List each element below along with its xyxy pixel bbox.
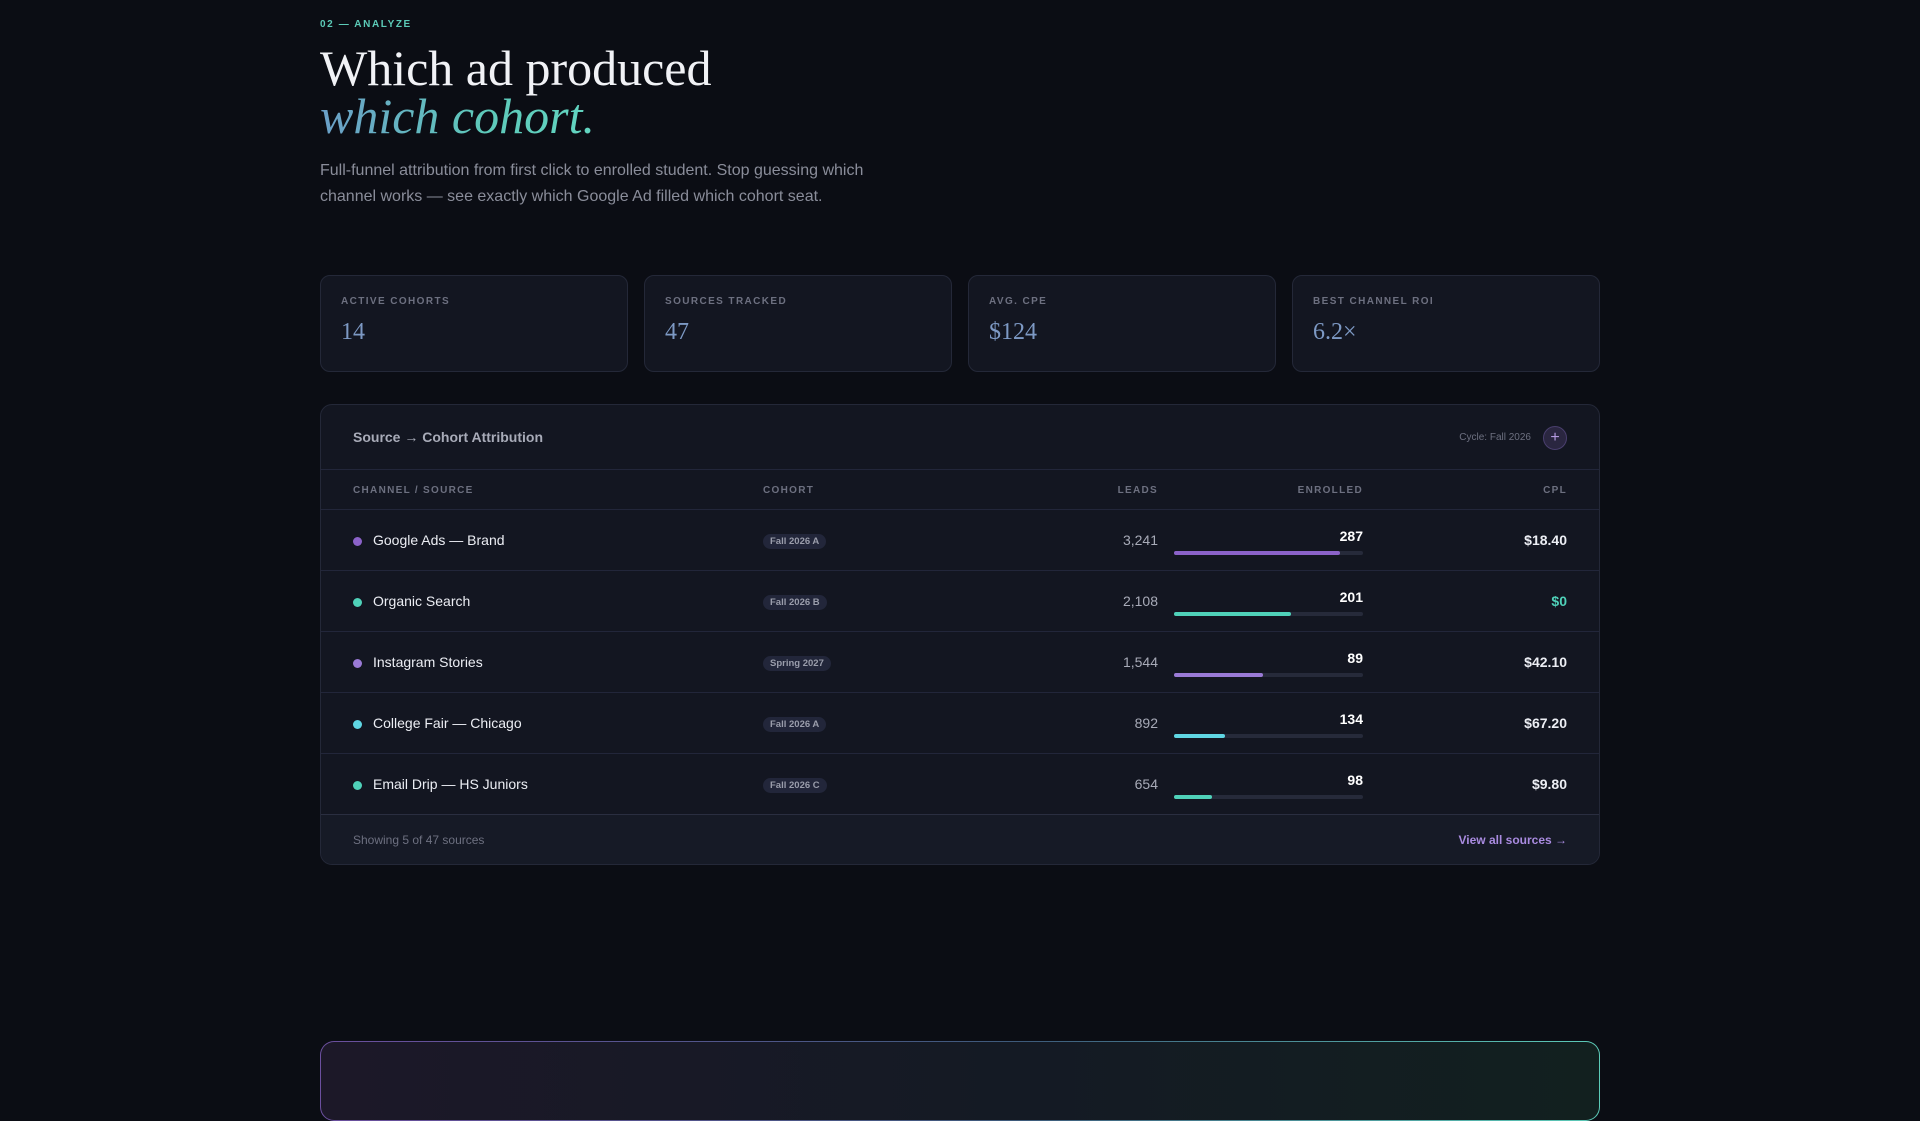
leads-value: 2,108 xyxy=(1122,593,1158,609)
view-all-sources-link[interactable]: View all sources → xyxy=(1458,833,1568,847)
column-header-cpl[interactable]: CPL xyxy=(1543,485,1567,496)
leads-value: 892 xyxy=(1134,715,1158,731)
enrolled-value: 287 xyxy=(1339,528,1363,544)
panel-footer: Showing 5 of 47 sources View all sources… xyxy=(321,815,1599,864)
cohort-badge: Spring 2027 xyxy=(763,656,831,671)
table-body: Google Ads — Brand Fall 2026 A 3,241 287 $18… xyxy=(321,510,1599,815)
enrolled-bar-track xyxy=(1174,795,1363,799)
enrolled-value: 201 xyxy=(1339,589,1363,605)
stat-card-best-roi: BEST CHANNEL ROI 6.2× xyxy=(1292,275,1600,372)
enrolled-bar-fill xyxy=(1174,551,1341,555)
leads-value: 3,241 xyxy=(1122,532,1158,548)
table-row[interactable]: Instagram Stories Spring 2027 1,544 89 $42.1… xyxy=(321,632,1599,693)
stat-value: 6.2× xyxy=(1313,319,1357,345)
column-header-cohort[interactable]: COHORT xyxy=(763,485,815,496)
panel-header: Source → Cohort Attribution Cycle: Fall … xyxy=(321,405,1599,470)
stat-card-sources-tracked: SOURCES TRACKED 47 xyxy=(644,275,952,372)
source-name: Email Drip — HS Juniors xyxy=(373,776,528,792)
section-title-accent: which cohort. xyxy=(320,88,595,144)
cohort-badge: Fall 2026 A xyxy=(763,534,827,549)
channel-dot-icon xyxy=(353,537,362,546)
stat-value: $124 xyxy=(989,319,1037,345)
stat-label: BEST CHANNEL ROI xyxy=(1313,296,1435,307)
panel-title: Source → Cohort Attribution xyxy=(353,429,544,445)
enrolled-bar-track xyxy=(1174,612,1363,616)
enrolled-bar-track xyxy=(1174,734,1363,738)
enrolled-bar-fill xyxy=(1174,734,1226,738)
stat-label: SOURCES TRACKED xyxy=(665,296,788,307)
channel-dot-icon xyxy=(353,720,362,729)
enrolled-bar-fill xyxy=(1174,673,1263,677)
cycle-label: Cycle: Fall 2026 xyxy=(1459,432,1531,443)
cpl-value: $18.40 xyxy=(1524,532,1567,548)
column-header-source[interactable]: CHANNEL / SOURCE xyxy=(353,485,474,496)
next-section-card xyxy=(320,1041,1600,1121)
stat-value: 14 xyxy=(341,319,365,345)
cpl-value: $9.80 xyxy=(1531,776,1567,792)
cpl-value: $0 xyxy=(1551,593,1567,609)
section-eyebrow: 02 — ANALYZE xyxy=(320,19,412,30)
source-name: Google Ads — Brand xyxy=(373,532,505,548)
stats-row: ACTIVE COHORTS 14 SOURCES TRACKED 47 AVG… xyxy=(320,275,1600,372)
plus-icon[interactable]: + xyxy=(1543,426,1567,450)
attribution-panel: Source → Cohort Attribution Cycle: Fall … xyxy=(320,404,1600,865)
table-row[interactable]: Google Ads — Brand Fall 2026 A 3,241 287 $18… xyxy=(321,510,1599,571)
stat-card-avg-cpe: AVG. CPE $124 xyxy=(968,275,1276,372)
section-description: Full-funnel attribution from first click… xyxy=(320,162,864,205)
stat-value: 47 xyxy=(665,319,689,345)
enrolled-bar-track xyxy=(1174,551,1363,555)
table-row[interactable]: Organic Search Fall 2026 B 2,108 201 $0 xyxy=(321,571,1599,632)
enrolled-bar-fill xyxy=(1174,795,1212,799)
cohort-badge: Fall 2026 B xyxy=(763,595,827,610)
column-header-leads[interactable]: LEADS xyxy=(1117,485,1158,496)
enrolled-value: 89 xyxy=(1347,650,1363,666)
leads-value: 654 xyxy=(1134,776,1158,792)
table-row[interactable]: College Fair — Chicago Fall 2026 A 892 134 $… xyxy=(321,693,1599,754)
leads-value: 1,544 xyxy=(1122,654,1158,670)
cpl-value: $67.20 xyxy=(1524,715,1567,731)
column-header-enrolled[interactable]: ENROLLED xyxy=(1297,485,1363,496)
enrolled-value: 98 xyxy=(1347,772,1363,788)
enrolled-value: 134 xyxy=(1339,711,1363,727)
channel-dot-icon xyxy=(353,781,362,790)
section-title: Which ad produced xyxy=(320,40,712,96)
channel-dot-icon xyxy=(353,659,362,668)
stat-label: AVG. CPE xyxy=(989,296,1048,307)
enrolled-bar-fill xyxy=(1174,612,1292,616)
table-header: CHANNEL / SOURCE COHORT LEADS ENROLLED C… xyxy=(321,470,1599,510)
stat-card-active-cohorts: ACTIVE COHORTS 14 xyxy=(320,275,628,372)
stat-label: ACTIVE COHORTS xyxy=(341,296,451,307)
channel-dot-icon xyxy=(353,598,362,607)
source-name: Instagram Stories xyxy=(373,654,483,670)
cpl-value: $42.10 xyxy=(1524,654,1567,670)
source-name: Organic Search xyxy=(373,593,471,609)
table-row[interactable]: Email Drip — HS Juniors Fall 2026 C 654 98 $… xyxy=(321,754,1599,815)
cohort-badge: Fall 2026 A xyxy=(763,717,827,732)
cohort-badge: Fall 2026 C xyxy=(763,778,827,793)
source-name: College Fair — Chicago xyxy=(373,715,522,731)
enrolled-bar-track xyxy=(1174,673,1363,677)
showing-count: Showing 5 of 47 sources xyxy=(353,833,485,847)
